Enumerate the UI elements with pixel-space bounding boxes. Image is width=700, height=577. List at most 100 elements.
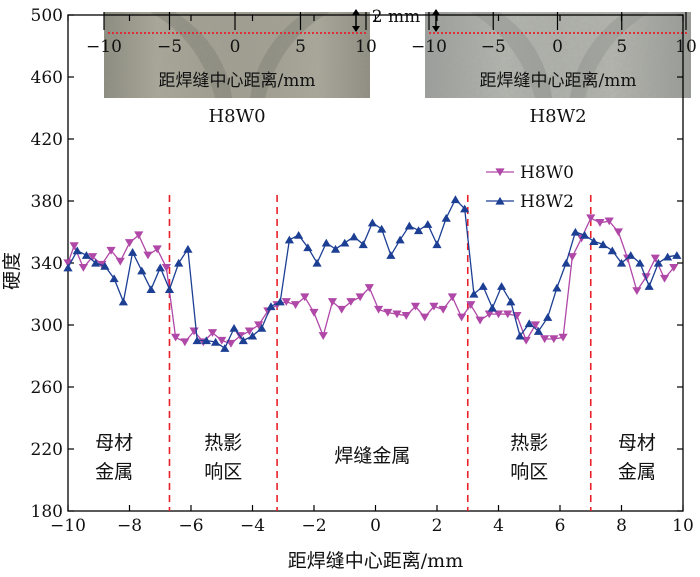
x-tick-label: −2 [301,516,326,536]
data-point [373,305,384,314]
data-point [88,253,98,261]
data-point [659,274,670,283]
scale-bar: 2 mm [352,7,440,32]
y-tick-label: 500 [31,6,63,26]
y-tick-label: 460 [31,68,63,88]
data-point [217,336,227,345]
data-point [607,246,617,255]
data-point [413,226,424,235]
x-tick-label: 2 [432,516,443,536]
data-point [595,219,605,227]
data-point [570,227,580,236]
data-point [134,231,144,240]
weld-photo-left [104,12,370,98]
data-point [300,293,310,302]
data-point [275,297,285,306]
data-point [540,335,550,344]
data-point [515,331,525,340]
data-point [337,305,347,314]
region-label: 母材 [618,432,656,454]
data-point [266,302,276,311]
data-point [635,258,645,267]
photo-tick-label: 5 [295,37,306,57]
x-tick-label: 4 [493,516,504,536]
data-point [247,331,258,340]
y-axis-title: 硬度 [1,252,23,290]
data-point [484,310,494,319]
x-tick-label: 10 [672,516,694,536]
legend-marker [495,168,505,177]
data-point [152,245,162,254]
region-label: 金属 [618,461,656,483]
data-point [63,263,73,272]
data-point [423,220,433,228]
data-point [284,235,294,244]
legend-label: H8W0 [520,163,574,183]
data-point [616,258,627,267]
data-point [410,302,421,311]
data-point [438,305,448,314]
data-point [109,274,119,283]
data-point [91,258,101,267]
region-label: 响区 [204,461,242,483]
data-point [469,289,479,298]
data-point [321,238,331,247]
photo-tick-label: −5 [481,37,506,57]
y-tick-label: 300 [31,316,63,336]
photo-axis-title: 距焊缝中心距离/mm [480,71,637,91]
data-point [669,263,679,272]
data-point [201,336,211,345]
data-point [257,323,267,332]
data-point [137,266,147,275]
data-point [475,316,485,325]
data-point [146,285,156,294]
data-point [604,217,614,226]
data-point [143,251,153,260]
data-point [72,246,82,255]
data-point [558,333,568,342]
data-point [567,253,577,261]
data-point [586,214,596,223]
data-point [118,297,128,306]
y-tick-label: 380 [31,192,63,212]
data-point [346,298,356,306]
data-point [377,224,387,233]
data-point [632,287,642,296]
data-point [552,283,562,292]
data-point [180,338,190,347]
x-tick-label: −10 [50,516,86,536]
photo-tick-label: 0 [552,37,563,57]
photo-caption: H8W2 [529,106,586,127]
data-point [238,336,248,345]
x-tick-label: −6 [178,516,203,536]
data-point [533,327,544,335]
data-point [340,238,350,247]
data-point [254,321,264,330]
photo-tick-label: 10 [675,37,697,57]
data-point [355,293,365,302]
data-point [229,323,239,332]
photo-caption: H8W0 [208,106,265,127]
data-point [330,244,341,253]
data-point [367,218,378,227]
photo-tick-label: 5 [616,37,627,57]
data-point [543,313,553,321]
data-point [174,258,184,267]
data-point [653,258,663,267]
data-point [303,243,313,252]
data-point [312,258,322,267]
data-point [392,310,402,319]
data-point [171,333,181,342]
data-point [164,285,175,294]
data-point [478,282,488,290]
data-point [281,298,291,306]
data-point [506,297,516,306]
data-point [294,230,304,239]
data-point [487,303,497,312]
series-h8w2 [63,195,682,352]
data-point [580,230,590,239]
data-point [349,232,359,241]
data-point [127,248,138,256]
legend-label: H8W2 [520,192,574,212]
region-label: 母材 [95,432,133,454]
